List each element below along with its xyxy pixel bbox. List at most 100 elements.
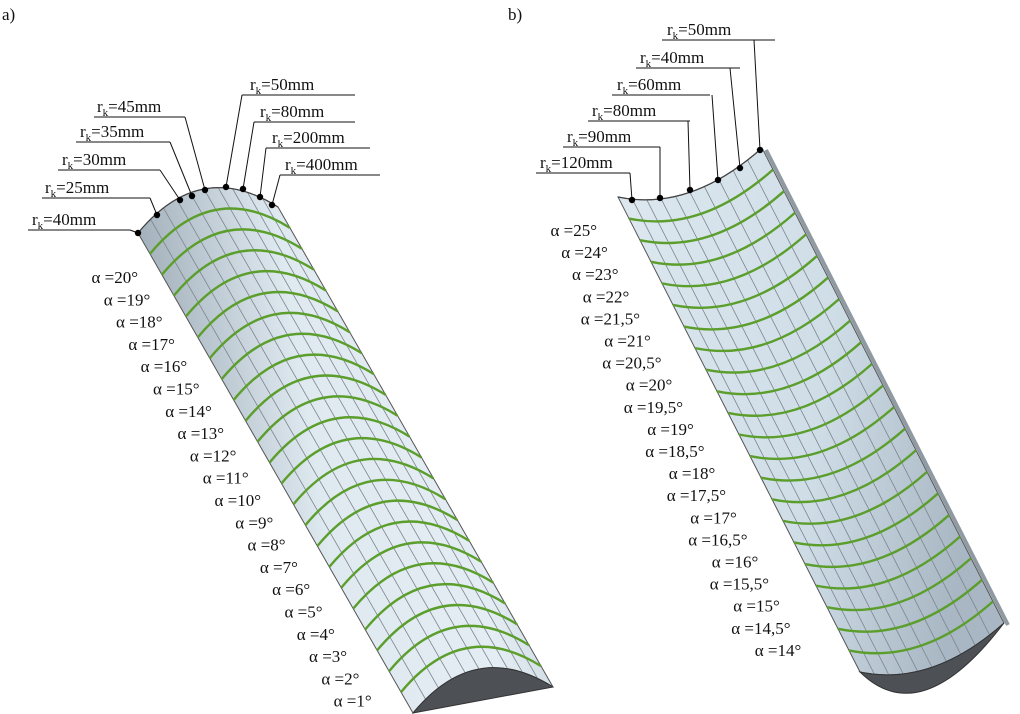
angle-label: α =20° [626,376,673,395]
angle-label: α =25° [550,221,597,240]
leader-dot [269,202,275,208]
leader-line [160,170,180,200]
angle-label: α =6° [272,580,310,599]
leader-dot [757,147,763,153]
radius-label: rk=50mm [250,75,314,97]
angle-label: α =1° [334,692,372,711]
leader-dot [189,193,195,199]
value: =120mm [551,153,613,172]
angle-label: α =18° [116,313,163,332]
leader-line [754,40,760,150]
angle-label: α =15,5° [710,575,769,594]
leader-dot [629,197,635,203]
radius-label: rk=200mm [272,128,345,150]
radius-label: rk=45mm [97,97,161,119]
leader-line [730,68,740,168]
angle-label: α =8° [248,536,286,555]
angle-label: α =18,5° [645,442,704,461]
angle-label: α =24° [561,243,608,262]
value: =200mm [283,128,345,147]
leader-line [712,95,718,180]
leader-line [226,95,242,187]
leader-line [272,175,280,205]
angle-label: α =21,5° [581,309,640,328]
angle-label: α =20° [91,268,138,287]
leader-dot [687,187,693,193]
value: =30mm [73,150,126,169]
radius-label: rk=120mm [540,153,613,175]
radius-label: rk=400mm [285,155,358,177]
figure: a) b) rk=40mm rk=25mm rk=30mm rk=35mm rk=45m… [0,0,1020,714]
angle-label: α =3° [309,647,347,666]
angle-label: α =19° [104,290,151,309]
angle-label: α =15° [733,597,780,616]
leader-dot [737,165,743,171]
angle-label: α =20,5° [602,354,661,373]
leader-line [243,122,254,189]
radius-label: rk=90mm [567,127,631,149]
leader-dot [202,187,208,193]
angle-label: α =11° [203,469,249,488]
leader-dot [240,186,246,192]
panel-label: b) [508,5,522,24]
angle-label: α =15° [153,380,200,399]
angle-label: α =16,5° [688,530,747,549]
value: =25mm [56,178,109,197]
radius-label: rk=30mm [62,150,126,172]
angle-label: α =22° [583,287,630,306]
leader-line [185,117,205,190]
angle-label: α =19,5° [624,398,683,417]
angle-label: α =13° [178,424,225,443]
value: =35mm [91,122,144,141]
angle-label: α =23° [572,265,619,284]
radius-label: rk=80mm [260,102,324,124]
radius-label: rk=60mm [617,75,681,97]
radius-label: rk=25mm [45,178,109,200]
value: =40mm [43,210,96,229]
value: =80mm [271,102,324,121]
leader-dot [715,177,721,183]
value: =90mm [578,127,631,146]
leader-dot [154,212,160,218]
angle-label: α =17° [128,335,175,354]
radius-label: rk=35mm [80,122,144,144]
leader-dot [257,194,263,200]
leader-dot [223,184,229,190]
angle-label: α =2° [321,669,359,688]
angle-label: α =19° [647,420,694,439]
leader-line [260,148,266,197]
angle-label: α =21° [604,332,651,351]
angle-label: α =14° [165,402,212,421]
panel-label: a) [2,5,15,24]
value: =40mm [651,48,704,67]
value: =400mm [296,155,358,174]
leader-line [688,121,690,190]
value: =60mm [628,75,681,94]
value: =80mm [603,101,656,120]
angle-label: α =14° [755,641,802,660]
angle-label: α =9° [235,513,273,532]
radius-label: rk=80mm [592,101,656,123]
angle-label: α =12° [190,446,237,465]
angle-label: α =5° [284,603,322,622]
angle-label: α =10° [214,491,261,510]
leader-dot [657,195,663,201]
angle-label: α =18° [669,464,716,483]
leader-line [170,142,192,196]
angle-label: α =14,5° [731,619,790,638]
radius-label: rk=50mm [667,20,731,42]
radius-label: rk=40mm [32,210,96,232]
leader-dot [135,230,141,236]
value: =50mm [678,20,731,39]
leader-line [630,173,632,200]
angle-label: α =16° [712,553,759,572]
grid-line [190,193,465,673]
angle-label: α =16° [141,357,188,376]
grid-line [204,189,479,669]
value: =45mm [108,97,161,116]
angle-label: α =17° [690,508,737,527]
angle-label: α =17,5° [667,486,726,505]
radius-label: rk=40mm [640,48,704,70]
value: =50mm [261,75,314,94]
leader-dot [177,197,183,203]
